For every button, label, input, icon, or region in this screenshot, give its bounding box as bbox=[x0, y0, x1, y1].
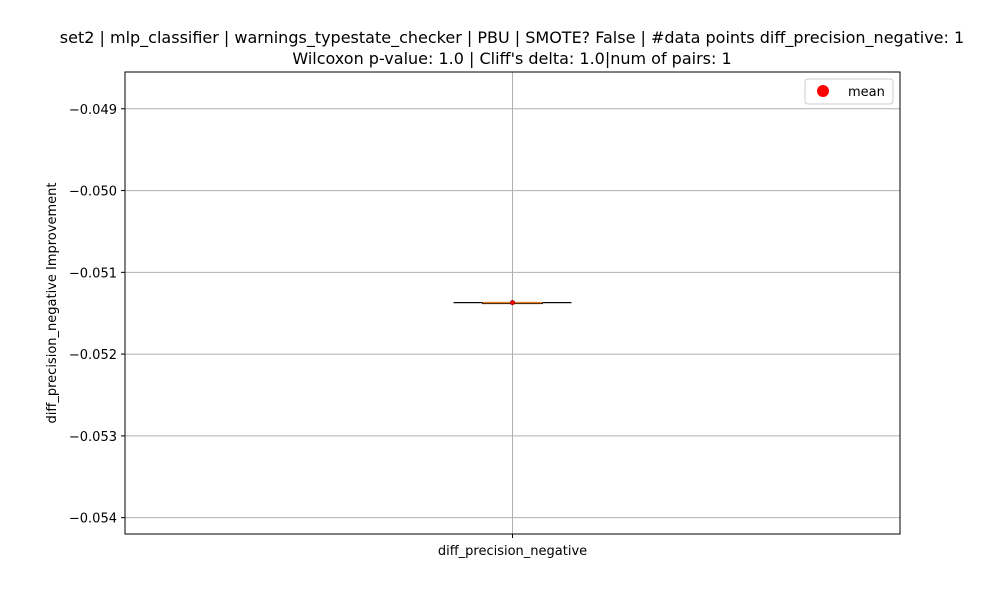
y-axis-label: diff_precision_negative Improvement bbox=[45, 183, 60, 424]
y-tick-label: −0.050 bbox=[69, 185, 117, 200]
y-tick-label: −0.053 bbox=[69, 430, 117, 445]
legend: mean bbox=[805, 79, 893, 104]
x-tick-label: diff_precision_negative bbox=[438, 544, 587, 559]
y-tick-label: −0.049 bbox=[69, 103, 117, 118]
axis-layer: −0.049 −0.050 −0.051 −0.052 −0.053 −0.054 diff… bbox=[69, 103, 587, 559]
y-tick-label: −0.051 bbox=[69, 266, 117, 281]
y-tick-label: −0.052 bbox=[69, 348, 117, 363]
legend-mean-label: mean bbox=[848, 85, 885, 100]
mean-marker bbox=[510, 300, 514, 304]
y-tick-label: −0.054 bbox=[69, 512, 117, 527]
data-layer bbox=[454, 300, 572, 304]
legend-mean-marker bbox=[817, 85, 829, 97]
